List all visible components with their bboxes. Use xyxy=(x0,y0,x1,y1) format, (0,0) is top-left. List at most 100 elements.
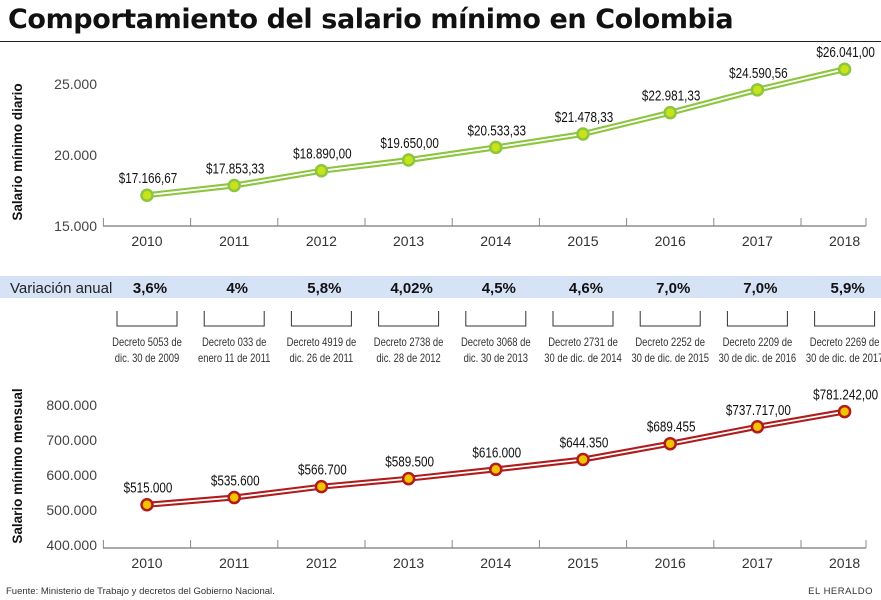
data-label: $20.533,33 xyxy=(468,122,527,139)
source-note: Fuente: Ministerio de Trabajo y decretos… xyxy=(6,586,275,597)
decree-line-2: dic. 30 de 2013 xyxy=(464,352,529,365)
decree-line-2: 30 de dic. de 2014 xyxy=(544,352,622,365)
data-label: $644.350 xyxy=(560,434,609,451)
y-axis-label: Salario mínimo diario xyxy=(10,83,25,220)
data-label: $737.717,00 xyxy=(726,401,791,418)
variation-value: 4,6% xyxy=(569,280,603,297)
decree-bracket xyxy=(203,311,265,327)
x-tick-label: 2013 xyxy=(393,555,424,571)
data-point xyxy=(401,471,416,486)
x-tick-label: 2014 xyxy=(480,233,511,249)
decree-line-2: dic. 28 de 2012 xyxy=(376,352,441,365)
data-point xyxy=(489,140,503,155)
variation-value: 7,0% xyxy=(656,280,690,297)
decree-bracket xyxy=(726,311,788,327)
y-tick-label: 500.000 xyxy=(46,502,97,518)
y-tick-label: 20.000 xyxy=(54,147,97,163)
decree-bracket xyxy=(552,311,614,327)
data-label: $17.853,33 xyxy=(206,160,265,177)
data-label: $24.590,56 xyxy=(729,64,788,81)
decree-line-1: Decreto 5053 de xyxy=(112,336,182,349)
data-label: $616.000 xyxy=(472,444,521,461)
decree-bracket xyxy=(290,311,352,327)
data-label: $17.166,67 xyxy=(119,170,178,187)
data-point xyxy=(140,498,154,512)
decree-bracket xyxy=(814,311,876,327)
decree-line-1: Decreto 2731 de xyxy=(548,336,618,349)
data-label: $19.650,00 xyxy=(380,135,439,152)
data-point xyxy=(663,105,677,120)
data-label: $515.000 xyxy=(124,479,173,496)
y-tick-label: 700.000 xyxy=(46,432,97,448)
decree-line-1: Decreto 033 de xyxy=(202,336,267,349)
variation-value: 4% xyxy=(226,280,248,297)
y-tick-label: 600.000 xyxy=(46,467,97,483)
variation-value: 7,0% xyxy=(743,280,777,297)
data-point xyxy=(227,178,241,193)
x-tick-label: 2015 xyxy=(567,233,598,249)
data-point xyxy=(837,62,852,76)
y-tick-label: 800.000 xyxy=(46,397,97,413)
x-tick-label: 2014 xyxy=(480,555,511,571)
x-tick-label: 2012 xyxy=(306,233,337,249)
data-point xyxy=(663,436,677,451)
y-axis-label: Salario mínimo mensual xyxy=(10,388,25,543)
decree-line-1: Decreto 4919 de xyxy=(287,336,357,349)
annual-variation-band: Variación anual 3,6% 4% 5,8% 4,02% 4,5% 4,6% 7,… xyxy=(0,276,881,365)
data-label: $566.700 xyxy=(298,461,347,478)
x-tick-label: 2018 xyxy=(829,555,860,571)
x-tick-label: 2015 xyxy=(567,555,598,571)
x-tick-label: 2017 xyxy=(742,555,773,571)
decree-line-1: Decreto 2252 de xyxy=(635,336,705,349)
x-tick-label: 2017 xyxy=(742,233,773,249)
decree-line-2: 30 de dic. de 2017 xyxy=(806,352,881,365)
decree-bracket xyxy=(116,311,178,327)
data-point xyxy=(576,452,590,467)
data-point xyxy=(750,83,765,97)
publisher-brand: EL HERALDO xyxy=(808,586,873,597)
decree-line-2: dic. 26 de 2011 xyxy=(290,352,354,365)
decree-line-1: Decreto 3068 de xyxy=(461,336,531,349)
variation-value: 3,6% xyxy=(133,280,167,297)
data-point xyxy=(227,490,241,505)
variation-value: 4,5% xyxy=(482,280,516,297)
x-tick-label: 2012 xyxy=(306,555,337,571)
decree-bracket xyxy=(639,311,701,327)
x-tick-label: 2011 xyxy=(219,233,249,249)
variation-band xyxy=(0,276,881,298)
data-label: $781.242,00 xyxy=(813,386,878,403)
x-tick-label: 2010 xyxy=(131,233,162,249)
data-point xyxy=(401,153,416,167)
chart-title: Comportamiento del salario mínimo en Col… xyxy=(8,4,734,35)
data-label: $18.890,00 xyxy=(293,145,352,162)
x-tick-label: 2011 xyxy=(219,555,249,571)
data-point xyxy=(140,188,154,202)
variation-value: 5,9% xyxy=(830,280,864,297)
data-label: $689.455 xyxy=(647,418,696,435)
x-tick-label: 2013 xyxy=(393,233,424,249)
data-point xyxy=(576,127,590,141)
variation-value: 4,02% xyxy=(390,280,433,297)
variation-label: Variación anual xyxy=(10,280,112,297)
decree-bracket xyxy=(378,311,440,327)
x-tick-label: 2010 xyxy=(131,555,162,571)
title-divider xyxy=(0,41,881,42)
decree-line-2: dic. 30 de 2009 xyxy=(115,352,180,365)
data-point xyxy=(750,420,765,434)
data-label: $589.500 xyxy=(385,453,434,470)
data-point xyxy=(314,164,329,178)
decree-line-1: Decreto 2269 de xyxy=(810,336,880,349)
decree-line-1: Decreto 2209 de xyxy=(723,336,793,349)
decree-line-1: Decreto 2738 de xyxy=(374,336,444,349)
x-tick-label: 2016 xyxy=(655,233,686,249)
data-point xyxy=(837,404,852,419)
data-label: $22.981,33 xyxy=(642,87,701,104)
data-point xyxy=(489,462,503,477)
y-tick-label: 15.000 xyxy=(54,218,97,234)
x-tick-label: 2018 xyxy=(829,233,860,249)
data-label: $26.041,00 xyxy=(816,44,875,61)
y-tick-label: 25.000 xyxy=(54,76,97,92)
x-tick-label: 2016 xyxy=(655,555,686,571)
data-label: $21.478,33 xyxy=(555,109,614,126)
